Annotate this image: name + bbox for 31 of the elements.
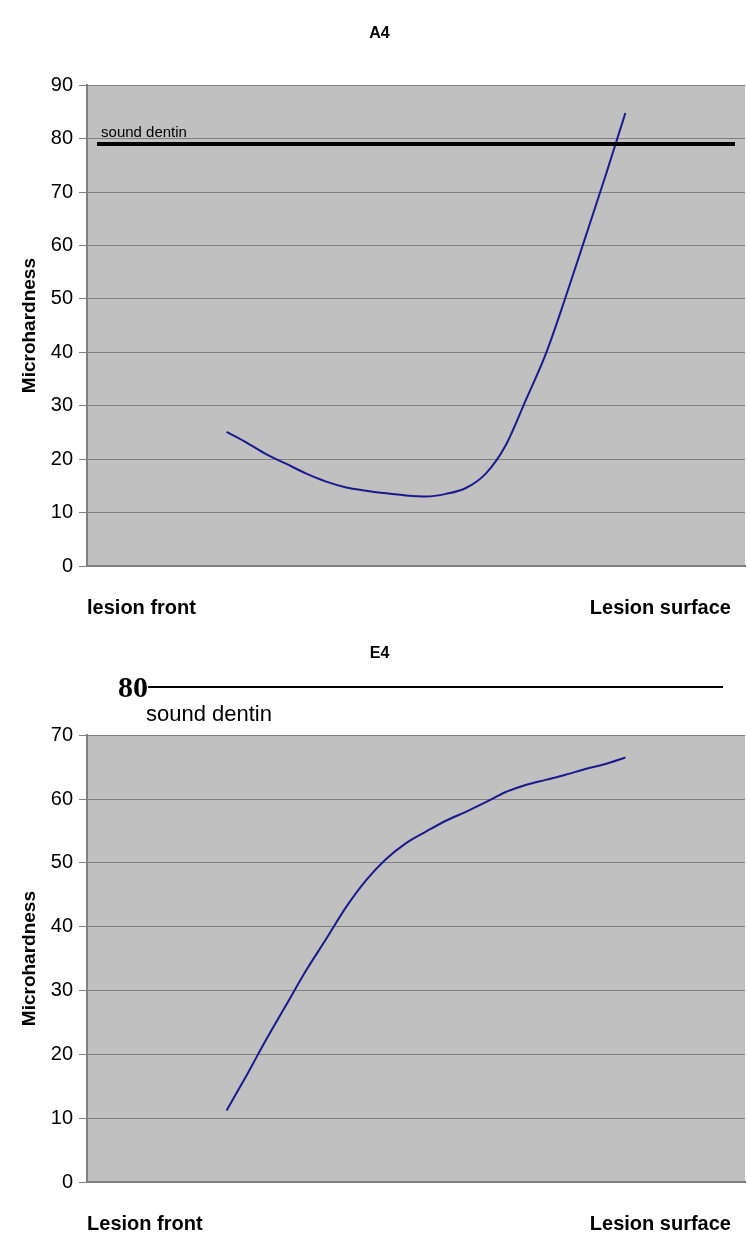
text: 80 (118, 670, 148, 703)
y-tick-label: 10 (50, 500, 74, 523)
y-axis-title: Microhardness (17, 258, 39, 394)
y-tick-label: 80 (50, 126, 74, 149)
y-tick-label: 60 (50, 786, 74, 809)
y-tick-label: 30 (50, 978, 74, 1001)
line-series (225, 111, 627, 498)
line-series (225, 756, 627, 1112)
y-tick-label: 40 (50, 339, 74, 362)
y-tick-label: 40 (50, 914, 74, 937)
y-tick-label: 70 (50, 722, 74, 745)
y-tick-label: 70 (50, 179, 74, 202)
y-tick-label: 0 (61, 553, 74, 576)
y-tick-label: 50 (50, 286, 74, 309)
y-tick-label: 90 (50, 72, 74, 95)
y-axis-title: Microhardness (17, 891, 39, 1027)
y-tick-label: 0 (61, 1169, 74, 1192)
y-tick-label: 50 (50, 850, 74, 873)
text: Lesion front (87, 1212, 203, 1234)
text: sound dentin (146, 701, 273, 726)
y-tick-label: 10 (50, 1105, 74, 1128)
text: Lesion surface (589, 596, 731, 618)
chart-title: E4 (369, 644, 390, 662)
y-tick-label: 60 (50, 232, 74, 255)
y-tick-label: 20 (50, 446, 74, 469)
y-tick-label: 20 (50, 1041, 74, 1064)
text: lesion front (87, 596, 197, 618)
ref-line-label: sound dentin (101, 122, 187, 140)
text: Lesion surface (589, 1212, 731, 1234)
chart-title: A4 (369, 24, 390, 42)
y-tick-label: 30 (50, 393, 74, 416)
